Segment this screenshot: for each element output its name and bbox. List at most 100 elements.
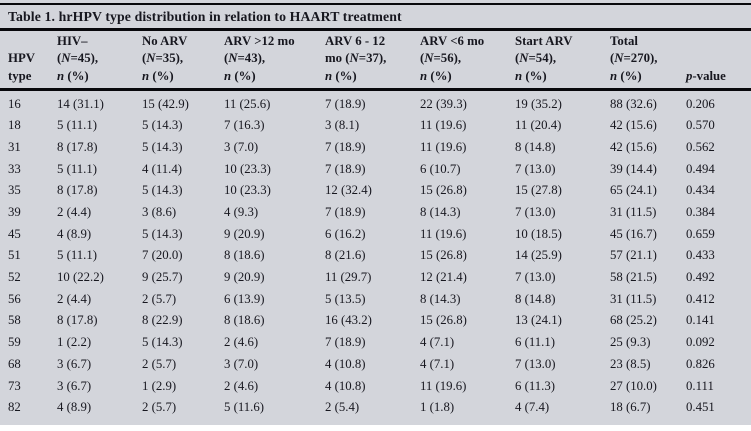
table-row: 56 2 (4.4) 2 (5.7) 6 (13.9) 5 (13.5) 8 (14.3)… <box>0 288 751 310</box>
value-cell: 31 (11.5) <box>610 291 657 306</box>
value-cell: 6 (10.7) <box>420 161 461 176</box>
value-cell: 8 (17.8) <box>57 183 98 198</box>
value-cell: 42 (15.6) <box>610 118 657 133</box>
value-cell: 22 (39.3) <box>420 96 467 111</box>
table-title: Table 1. hrHPV type distribution in rela… <box>8 9 402 24</box>
value-cell: 6 (11.3) <box>515 378 556 393</box>
header-cell-total: Total (N=270), n (%) <box>602 31 678 92</box>
value-cell: 7 (13.0) <box>515 161 556 176</box>
value-cell: 0.384 <box>686 205 715 219</box>
value-cell: 7 (20.0) <box>142 248 183 263</box>
value-cell: 39 (14.4) <box>610 161 657 176</box>
table-row: 39 2 (4.4) 3 (8.6) 4 (9.3) 7 (18.9) 8 (14.3) 7… <box>0 202 751 224</box>
value-cell: 16 (43.2) <box>325 313 372 328</box>
hpv-type-cell: 56 <box>8 291 21 306</box>
value-cell: 11 (25.6) <box>224 96 271 111</box>
value-cell: 4 (10.8) <box>325 356 366 371</box>
value-cell: 15 (26.8) <box>420 183 467 198</box>
value-cell: 9 (20.9) <box>224 270 265 285</box>
value-cell: 3 (8.1) <box>325 118 360 133</box>
value-cell: 15 (27.8) <box>515 183 562 198</box>
value-cell: 11 (19.6) <box>420 378 467 393</box>
hpv-type-cell: 52 <box>8 270 21 285</box>
hpv-type-cell: 73 <box>8 378 21 393</box>
value-cell: 65 (24.1) <box>610 183 657 198</box>
value-cell: 19 (35.2) <box>515 96 562 111</box>
value-cell: 4 (7.4) <box>515 400 550 415</box>
value-cell: 6 (11.1) <box>515 335 556 350</box>
value-cell: 2 (4.6) <box>224 378 259 393</box>
value-cell: 4 (8.9) <box>57 226 92 241</box>
value-cell: 0.434 <box>686 183 715 198</box>
value-cell: 5 (11.1) <box>57 248 98 263</box>
value-cell: 5 (14.3) <box>142 183 183 198</box>
header-cell-start-arv: Start ARV (N=54), n (%) <box>507 31 602 92</box>
value-cell: 0.494 <box>686 161 715 176</box>
value-cell: 8 (22.9) <box>142 313 183 328</box>
value-cell: 0.111 <box>686 378 714 393</box>
value-cell: 0.826 <box>686 356 715 371</box>
value-cell: 8 (21.6) <box>325 248 366 263</box>
header-cell-p-value: p-value <box>678 31 751 92</box>
value-cell: 7 (18.9) <box>325 335 366 350</box>
hpv-type-cell: 68 <box>8 356 21 371</box>
value-cell: 13 (24.1) <box>515 313 562 328</box>
value-cell: 18 (6.7) <box>610 400 651 415</box>
value-cell: 11 (19.6) <box>420 226 467 241</box>
header-cell-arv-6-12mo: ARV 6 - 12 mo (N=37), n (%) <box>317 31 412 92</box>
value-cell: 10 (23.3) <box>224 161 271 176</box>
value-cell: 6 (16.2) <box>325 226 366 241</box>
value-cell: 45 (16.7) <box>610 226 657 241</box>
value-cell: 7 (13.0) <box>515 205 556 219</box>
value-cell: 9 (25.7) <box>142 270 183 285</box>
top-rule <box>0 3 751 5</box>
value-cell: 8 (14.3) <box>420 291 461 306</box>
value-cell: 7 (13.0) <box>515 356 556 371</box>
header-cell-no-arv: No ARV (N=35), n (%) <box>134 31 216 92</box>
table-row: 82 4 (8.9) 2 (5.7) 5 (11.6) 2 (5.4) 1 (1.8) 4 … <box>0 397 751 419</box>
value-cell: 6 (13.9) <box>224 291 265 306</box>
hpv-distribution-table: HPV type HIV– (N=45), n (%) No ARV (N=35), n (%… <box>0 31 751 419</box>
table-row: 58 8 (17.8) 8 (22.9) 8 (18.6) 16 (43.2) 15 (2… <box>0 310 751 332</box>
header-cell-arv-gt-12mo: ARV >12 mo (N=43), n (%) <box>216 31 317 92</box>
table-row: 18 5 (11.1) 5 (14.3) 7 (16.3) 3 (8.1) 11 (19.… <box>0 115 751 137</box>
value-cell: 4 (7.1) <box>420 356 455 371</box>
value-cell: 0.092 <box>686 335 715 350</box>
value-cell: 2 (4.4) <box>57 205 92 219</box>
value-cell: 15 (42.9) <box>142 96 189 111</box>
table-row: 73 3 (6.7) 1 (2.9) 2 (4.6) 4 (10.8) 11 (19.6)… <box>0 375 751 397</box>
hpv-type-cell: 82 <box>8 400 21 415</box>
value-cell: 8 (14.8) <box>515 139 556 154</box>
header-cell-arv-lt-6mo: ARV <6 mo (N=56), n (%) <box>412 31 507 92</box>
value-cell: 3 (8.6) <box>142 205 177 219</box>
value-cell: 3 (7.0) <box>224 356 259 371</box>
table-row: 33 5 (11.1) 4 (11.4) 10 (23.3) 7 (18.9) 6 (10… <box>0 158 751 180</box>
hpv-type-cell: 18 <box>8 118 21 133</box>
table-row: 35 8 (17.8) 5 (14.3) 10 (23.3) 12 (32.4) 15 (… <box>0 180 751 202</box>
value-cell: 4 (7.1) <box>420 335 455 350</box>
value-cell: 42 (15.6) <box>610 139 657 154</box>
value-cell: 23 (8.5) <box>610 356 651 371</box>
value-cell: 11 (19.6) <box>420 118 467 133</box>
value-cell: 5 (11.6) <box>224 400 265 415</box>
value-cell: 3 (6.7) <box>57 378 92 393</box>
header-cell-hpv-type: HPV type <box>0 31 49 92</box>
table-row: 16 14 (31.1) 15 (42.9) 11 (25.6) 7 (18.9) 22 … <box>0 90 751 115</box>
hpv-type-cell: 39 <box>8 205 21 219</box>
value-cell: 1 (2.2) <box>57 335 92 350</box>
value-cell: 5 (13.5) <box>325 291 366 306</box>
value-cell: 8 (17.8) <box>57 139 98 154</box>
value-cell: 3 (7.0) <box>224 139 259 154</box>
value-cell: 4 (10.8) <box>325 378 366 393</box>
value-cell: 5 (14.3) <box>142 118 183 133</box>
value-cell: 0.412 <box>686 291 715 306</box>
value-cell: 14 (25.9) <box>515 248 562 263</box>
value-cell: 25 (9.3) <box>610 335 651 350</box>
value-cell: 0.570 <box>686 118 715 133</box>
value-cell: 11 (20.4) <box>515 118 562 133</box>
table-body: 16 14 (31.1) 15 (42.9) 11 (25.6) 7 (18.9) 22 … <box>0 90 751 419</box>
value-cell: 4 (11.4) <box>142 161 183 176</box>
table-row: 52 10 (22.2) 9 (25.7) 9 (20.9) 11 (29.7) 12 (… <box>0 267 751 289</box>
value-cell: 5 (14.3) <box>142 226 183 241</box>
table-row: 68 3 (6.7) 2 (5.7) 3 (7.0) 4 (10.8) 4 (7.1) 7 … <box>0 353 751 375</box>
